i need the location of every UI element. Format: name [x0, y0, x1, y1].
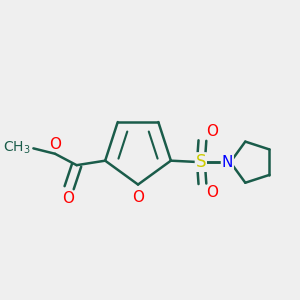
Text: N: N — [222, 155, 233, 170]
Text: S: S — [196, 153, 206, 171]
Text: O: O — [206, 185, 218, 200]
Text: CH$_3$: CH$_3$ — [3, 140, 31, 156]
Text: S: S — [196, 153, 206, 171]
Text: O: O — [50, 137, 61, 152]
Text: O: O — [206, 124, 218, 139]
Text: O: O — [132, 190, 144, 205]
Text: O: O — [61, 191, 74, 206]
